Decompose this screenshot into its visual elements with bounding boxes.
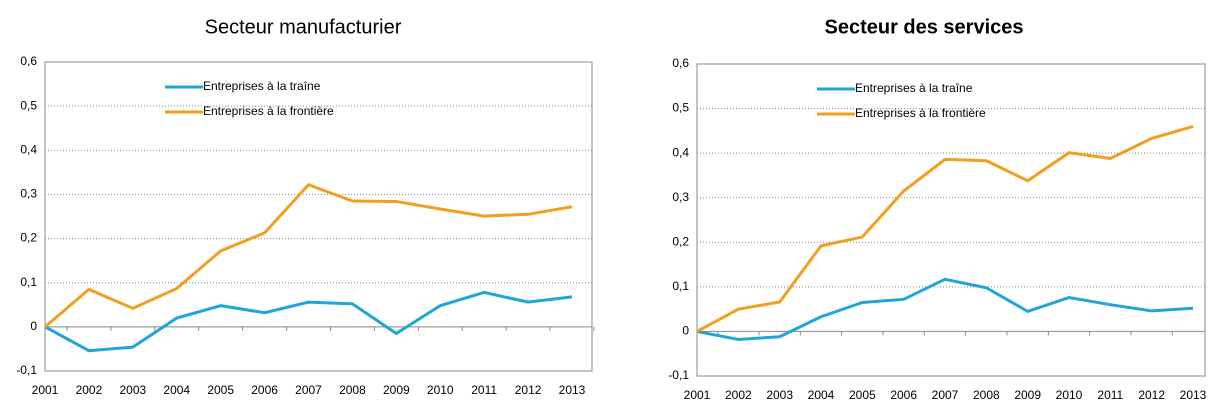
x-tick-label: 2005 xyxy=(207,383,234,397)
series-line xyxy=(44,290,573,353)
series-line xyxy=(696,277,1194,341)
series-line xyxy=(696,124,1194,333)
y-tick-label: 0,5 xyxy=(672,101,689,115)
y-tick-label: 0,6 xyxy=(20,54,37,68)
x-tick-label: 2012 xyxy=(515,383,542,397)
x-tick-label: 2013 xyxy=(1180,388,1207,402)
legend-label: Entreprises à la frontière xyxy=(203,104,334,118)
x-tick-label: 2003 xyxy=(119,383,146,397)
x-tick-label: 2003 xyxy=(766,388,793,402)
x-tick-label: 2006 xyxy=(251,383,278,397)
y-tick-label: 0,4 xyxy=(20,142,37,156)
x-tick-label: 2002 xyxy=(725,388,752,402)
y-tick-label: 0,2 xyxy=(672,234,689,248)
legend-label: Entreprises à la frontière xyxy=(855,106,986,120)
chart-title: Secteur des services xyxy=(824,16,1023,38)
x-tick-label: 2012 xyxy=(1138,388,1165,402)
x-tick-label: 2005 xyxy=(849,388,876,402)
x-tick-label: 2007 xyxy=(295,383,322,397)
x-tick-label: 2010 xyxy=(427,383,454,397)
x-tick-label: 2001 xyxy=(32,383,59,397)
x-tick-label: 2011 xyxy=(471,383,497,397)
y-tick-label: 0 xyxy=(30,319,37,333)
y-tick-label: -0,1 xyxy=(668,368,689,382)
plot-frame xyxy=(696,63,1206,377)
x-tick-label: 2008 xyxy=(973,388,1000,402)
x-tick-label: 2001 xyxy=(684,388,711,402)
x-tick-label: 2010 xyxy=(1056,388,1083,402)
x-tick-label: 2008 xyxy=(339,383,366,397)
x-tick-label: 2007 xyxy=(932,388,959,402)
x-tick-label: 2013 xyxy=(559,383,586,397)
y-tick-label: 0,3 xyxy=(672,190,689,204)
y-tick-label: 0,1 xyxy=(20,275,37,289)
x-tick-label: 2006 xyxy=(890,388,917,402)
legend-label: Entreprises à la traîne xyxy=(855,81,973,95)
x-tick-label: 2011 xyxy=(1097,388,1123,402)
x-tick-label: 2004 xyxy=(808,388,835,402)
y-tick-label: 0,2 xyxy=(20,231,37,245)
y-tick-label: 0,6 xyxy=(672,56,689,70)
x-tick-label: 2004 xyxy=(163,383,190,397)
y-tick-label: 0,4 xyxy=(672,145,689,159)
y-tick-label: 0,1 xyxy=(672,279,689,293)
y-tick-label: 0,5 xyxy=(20,98,37,112)
series-line xyxy=(44,182,573,328)
x-tick-label: 2009 xyxy=(383,383,410,397)
x-tick-label: 2002 xyxy=(76,383,103,397)
plot-frame xyxy=(44,61,593,372)
chart-title: Secteur manufacturier xyxy=(205,16,402,38)
x-tick-label: 2009 xyxy=(1014,388,1041,402)
y-tick-label: 0,3 xyxy=(20,187,37,201)
legend-label: Entreprises à la traîne xyxy=(203,79,321,93)
y-tick-label: -0,1 xyxy=(16,363,37,377)
y-tick-label: 0 xyxy=(682,324,689,338)
